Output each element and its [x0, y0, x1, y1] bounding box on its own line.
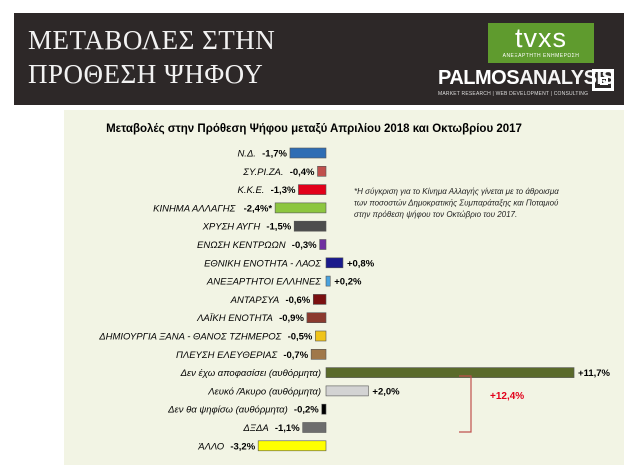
category-label-0: Ν.Δ.: [237, 149, 256, 160]
value-label-15: -1,1%: [275, 423, 300, 434]
value-label-1: -0,4%: [290, 167, 315, 178]
bar-15: [302, 422, 327, 433]
category-label-16: ΆΛΛΟ: [197, 441, 225, 452]
value-label-4: -1,5%: [266, 222, 291, 233]
vote-change-chart: Μεταβολές στην Πρόθεση Ψήφου μεταξύ Απρι…: [98, 123, 611, 452]
palmos-logo-tagline: MARKET RESEARCH | WEB DEVELOPMENT | CONS…: [438, 91, 589, 97]
value-label-13: +2,0%: [372, 386, 400, 397]
bars-group: -1,7% Ν.Δ. -0,4% ΣΥ.ΡΙ.ΖΑ. -1,3% Κ.Κ.Ε. -2,4%*…: [98, 147, 611, 452]
palmos-logo-word2: ANALYSIS: [519, 67, 615, 89]
value-label-6: +0,8%: [347, 258, 375, 269]
bracket-group: +12,4%: [459, 375, 524, 433]
bracket-line: [459, 375, 472, 433]
value-label-0: -1,7%: [262, 149, 287, 160]
bar-3: [274, 202, 327, 214]
value-label-3: -2,4%*: [244, 203, 273, 214]
category-label-15: ΔΞΔΑ: [242, 423, 268, 434]
palmos-analysis-logo: PALMOSANALYSIS: [438, 67, 615, 90]
footnote-line-0: *Η σύγκριση για το Κίνημα Αλλαγής γίνετα…: [354, 187, 559, 196]
category-label-13: Λευκό /Άκυρο (αυθόρμητα): [207, 386, 321, 397]
bar-11: [310, 349, 327, 360]
category-label-3: ΚΙΝΗΜΑ ΑΛΛΑΓΗΣ: [153, 203, 236, 214]
category-label-4: ΧΡΥΣΗ ΑΥΓΗ: [202, 222, 261, 233]
bar-5: [319, 239, 327, 250]
category-label-1: ΣΥ.ΡΙ.ΖΑ.: [242, 167, 283, 178]
category-label-8: ΑΝΤΑΡΣΥΑ: [230, 295, 280, 306]
category-label-10: ΔΗΜΙΟΥΡΓΙΑ ΞΑΝΑ - ΘΑΝΟΣ ΤΖΗΜΕΡΟΣ: [98, 332, 281, 343]
value-label-8: -0,6%: [285, 295, 310, 306]
bar-13: [325, 385, 369, 397]
value-label-12: +11,7%: [578, 368, 611, 379]
chart-panel: Μεταβολές στην Πρόθεση Ψήφου μεταξύ Απρι…: [64, 110, 624, 465]
bar-16: [257, 440, 327, 452]
tvxs-logo-text: tvxs: [514, 23, 567, 53]
header-banner: ΜΕΤΑΒΟΛΕΣ ΣΤΗΝ ΠΡΟΘΕΣΗ ΨΗΦΟΥ tvxs ΑΝΕΞΑΡ…: [14, 13, 624, 105]
slide-title-line-2: ΠΡΟΘΕΣΗ ΨΗΦΟΥ: [28, 59, 264, 89]
footnote-line-1: των ποσοστών Δημοκρατικής Συμπαράταξης κ…: [354, 199, 559, 208]
category-label-11: ΠΛΕΥΣΗ ΕΛΕΥΘΕΡΙΑΣ: [176, 350, 277, 361]
category-label-2: Κ.Κ.Ε.: [238, 185, 265, 196]
chart-title: Μεταβολές στην Πρόθεση Ψήφου μεταξύ Απρι…: [106, 123, 522, 135]
palmos-logo-word1: PALMOS: [438, 67, 520, 89]
bar-14: [321, 403, 327, 415]
bar-8: [312, 294, 327, 305]
footnote-group: *Η σύγκριση για το Κίνημα Αλλαγής γίνετα…: [354, 187, 559, 219]
bar-2: [298, 184, 327, 195]
category-label-7: ΑΝΕΞΑΡΤΗΤΟΙ ΕΛΛΗΝΕΣ: [206, 277, 321, 288]
value-label-11: -0,7%: [283, 350, 308, 361]
bar-7: [325, 275, 331, 287]
value-label-16: -3,2%: [230, 441, 255, 452]
bar-6: [325, 257, 344, 269]
tvxs-logo: tvxs ΑΝΕΞΑΡΤΗΤΗ ΕΝΗΜΕΡΩΣΗ: [488, 23, 594, 63]
category-label-9: ΛΑΪΚΗ ΕΝΟΤΗΤΑ: [196, 313, 273, 324]
bar-4: [293, 220, 327, 232]
value-label-9: -0,9%: [279, 313, 304, 324]
bar-10: [315, 330, 327, 342]
palmos-logo-mark-icon: [592, 69, 614, 91]
slide-title-line-1: ΜΕΤΑΒΟΛΕΣ ΣΤΗΝ: [28, 25, 276, 55]
footnote-line-2: στην πρόθεση ψήφου τον Οκτώβριο του 2017…: [354, 210, 517, 219]
bar-12: [325, 367, 575, 378]
category-label-14: Δεν θα ψηφίσω (αυθόρμητα): [167, 405, 288, 416]
bar-0: [289, 147, 327, 159]
bracket-sum-label: +12,4%: [490, 391, 524, 402]
bar-9: [306, 312, 327, 323]
value-label-14: -0,2%: [294, 405, 319, 416]
category-label-5: ΕΝΩΣΗ ΚΕΝΤΡΩΩΝ: [197, 240, 286, 251]
category-label-6: ΕΘΝΙΚΗ ΕΝΟΤΗΤΑ - ΛΑΟΣ: [204, 258, 321, 269]
value-label-2: -1,3%: [271, 185, 296, 196]
tvxs-logo-tagline: ΑΝΕΞΑΡΤΗΤΗ ΕΝΗΜΕΡΩΣΗ: [502, 53, 580, 59]
value-label-10: -0,5%: [288, 332, 313, 343]
category-label-12: Δεν έχω αποφασίσει (αυθόρμητα): [180, 368, 321, 379]
value-label-5: -0,3%: [292, 240, 317, 251]
bar-1: [317, 165, 327, 177]
value-label-7: +0,2%: [334, 277, 362, 288]
